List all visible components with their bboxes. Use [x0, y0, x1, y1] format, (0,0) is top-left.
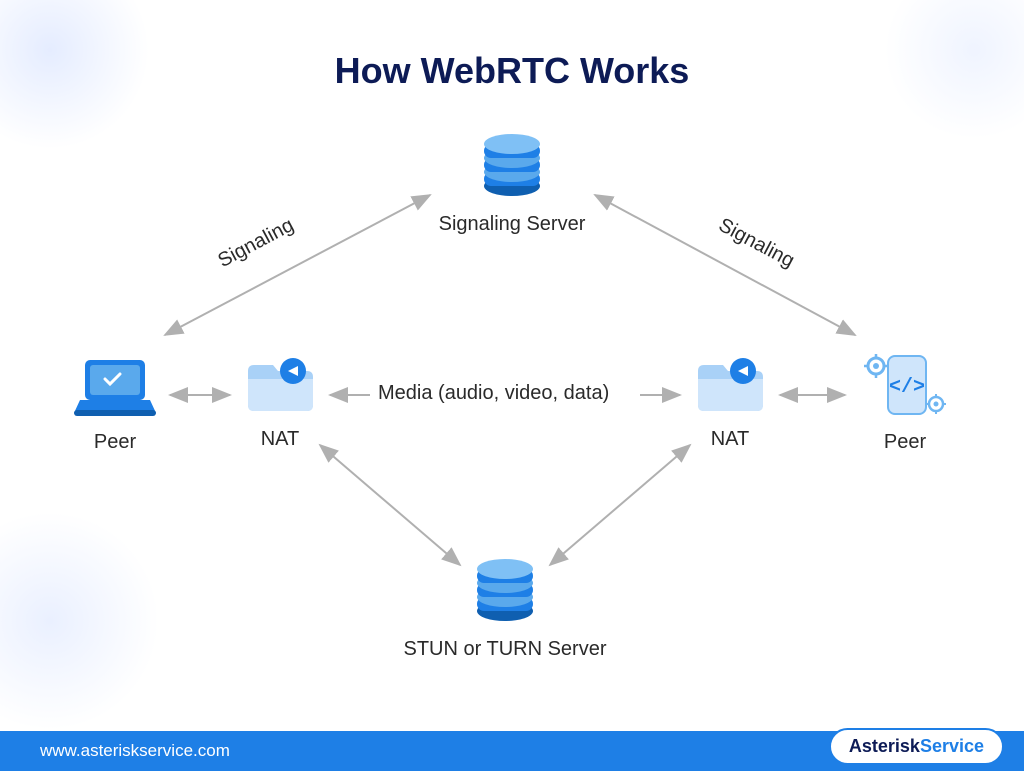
node-label: Signaling Server: [432, 213, 592, 236]
edge-label-signaling-left: Signaling: [214, 214, 297, 273]
node-label: NAT: [690, 428, 770, 451]
laptop-icon: [70, 355, 160, 420]
node-peer-left: Peer: [70, 355, 160, 454]
node-signaling-server: Signaling Server: [462, 130, 562, 236]
footer-url: www.asteriskservice.com: [40, 741, 230, 761]
node-nat-right: NAT: [690, 355, 770, 451]
footer-bar: www.asteriskservice.com AsteriskService: [0, 731, 1024, 771]
brand-part1: Asterisk: [849, 736, 920, 756]
svg-text:</>: </>: [889, 376, 925, 399]
node-label: NAT: [240, 428, 320, 451]
brand-part2: Service: [920, 736, 984, 756]
node-peer-right: </> Peer: [860, 350, 950, 454]
server-stack-icon: [465, 555, 545, 627]
node-stun-turn-server: STUN or TURN Server: [455, 555, 555, 661]
diagram-canvas: Signaling Server Peer NAT NAT: [0, 0, 1024, 731]
folder-icon: [693, 355, 768, 417]
folder-icon: [243, 355, 318, 417]
node-label: Peer: [860, 431, 950, 454]
node-label: STUN or TURN Server: [395, 638, 615, 661]
device-code-icon: </>: [860, 350, 950, 420]
server-stack-icon: [472, 130, 552, 202]
edge-label-media: Media (audio, video, data): [378, 382, 609, 405]
node-label: Peer: [70, 431, 160, 454]
footer-brand-badge: AsteriskService: [829, 728, 1004, 765]
edge-label-signaling-right: Signaling: [714, 214, 797, 273]
node-nat-left: NAT: [240, 355, 320, 451]
